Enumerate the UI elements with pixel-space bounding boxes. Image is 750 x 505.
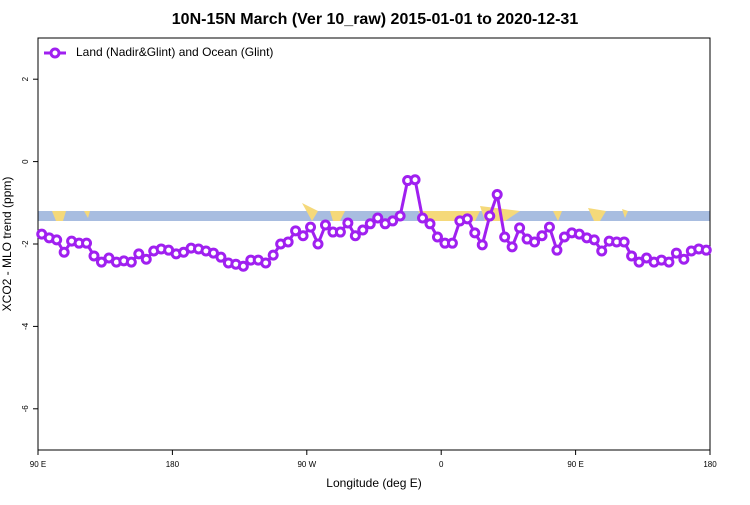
data-point <box>290 225 302 237</box>
land-patch <box>588 208 606 221</box>
data-point <box>237 260 249 272</box>
data-point <box>529 236 541 248</box>
data-point <box>334 226 346 238</box>
data-point <box>297 230 309 242</box>
land-patch <box>553 211 562 221</box>
data-point <box>424 218 436 230</box>
x-tick-label: 180 <box>166 460 180 469</box>
data-point <box>305 221 317 233</box>
y-tick-label: -6 <box>21 405 30 413</box>
data-point <box>125 256 137 268</box>
data-point <box>618 236 630 248</box>
land-patch <box>330 211 345 221</box>
data-point <box>596 245 608 257</box>
data-point <box>626 250 638 262</box>
data-point <box>215 251 227 263</box>
data-point <box>700 244 712 256</box>
y-tick-label: -2 <box>21 240 30 248</box>
data-point <box>514 222 526 234</box>
legend-label: Land (Nadir&Glint) and Ocean (Glint) <box>76 45 273 59</box>
x-axis-label: Longitude (deg E) <box>326 476 421 490</box>
x-tick-label: 90 E <box>567 460 583 469</box>
data-point <box>140 253 152 265</box>
data-point <box>476 239 488 251</box>
land-patch <box>84 211 90 218</box>
data-point <box>319 219 331 231</box>
data-point <box>267 249 279 261</box>
data-point <box>409 174 421 186</box>
y-tick-label: 0 <box>21 159 30 164</box>
data-point <box>431 231 443 243</box>
data-point <box>417 212 429 224</box>
data-point <box>491 189 503 201</box>
data-point <box>260 257 272 269</box>
legend-marker <box>49 47 61 59</box>
x-tick-label: 180 <box>703 460 717 469</box>
y-tick-label: 2 <box>21 76 30 81</box>
data-point <box>51 234 63 246</box>
data-point <box>349 230 361 242</box>
data-point <box>670 247 682 259</box>
data-point <box>446 237 458 249</box>
data-point <box>461 213 473 225</box>
data-point <box>663 256 675 268</box>
data-point <box>312 238 324 250</box>
data-point <box>536 230 548 242</box>
data-point <box>88 250 100 262</box>
data-point <box>506 241 518 253</box>
data-point <box>678 253 690 265</box>
data-point <box>364 218 376 230</box>
data-point <box>394 210 406 222</box>
data-point <box>58 246 70 258</box>
data-point <box>469 227 481 239</box>
data-point <box>133 248 145 260</box>
data-point <box>81 237 93 249</box>
data-point <box>357 224 369 236</box>
y-tick-label: -4 <box>21 322 30 330</box>
x-tick-label: 0 <box>439 460 444 469</box>
land-patch <box>622 209 628 218</box>
data-point <box>387 215 399 227</box>
data-point <box>282 236 294 248</box>
land-patch <box>302 203 318 221</box>
data-point <box>342 217 354 229</box>
x-tick-label: 90 W <box>297 460 316 469</box>
data-point <box>372 212 384 224</box>
data-point <box>588 234 600 246</box>
data-point <box>499 231 511 243</box>
data-point <box>543 221 555 233</box>
land-patch <box>52 211 66 221</box>
legend: Land (Nadir&Glint) and Ocean (Glint) <box>44 45 273 59</box>
x-tick-label: 90 E <box>30 460 46 469</box>
data-point <box>484 210 496 222</box>
y-axis-label: XCO2 - MLO trend (ppm) <box>0 177 14 312</box>
chart-title: 10N-15N March (Ver 10_raw) 2015-01-01 to… <box>172 11 579 28</box>
data-point <box>551 244 563 256</box>
